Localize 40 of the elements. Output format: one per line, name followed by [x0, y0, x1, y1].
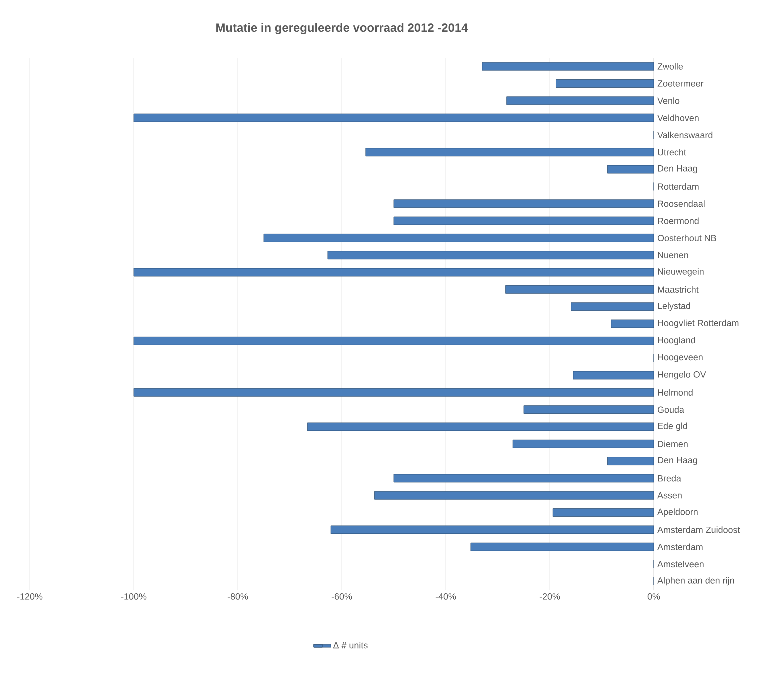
x-tick-label: -20% [540, 594, 560, 600]
x-tick-label: -100% [121, 594, 147, 600]
y-tick-label: Helmond [658, 389, 693, 396]
y-tick-label: Apeldoorn [658, 508, 698, 517]
y-tick-label: Den Haag [658, 166, 698, 174]
y-tick-label: Roosendaal [658, 200, 705, 208]
x-tick-label: -60% [332, 594, 352, 600]
x-tick-label: -120% [17, 594, 43, 600]
y-tick-label: Alphen aan den rijn [658, 577, 734, 586]
x-tick-label: -80% [228, 594, 248, 600]
y-tick-label: Zwolle [658, 63, 684, 70]
y-tick-label: Utrecht [658, 149, 686, 156]
y-tick-label: Gouda [658, 406, 684, 414]
y-tick-label: Veldhoven [658, 114, 699, 122]
y-tick-label: Nieuwegein [658, 268, 704, 277]
y-tick-label: Roermond [658, 218, 699, 224]
y-tick-label: Amsterdam Zuidoost [658, 526, 740, 534]
y-tick-label: Den Haag [658, 457, 698, 466]
y-tick-label: Nuenen [658, 252, 688, 258]
y-tick-label: Amsterdam [658, 544, 703, 550]
x-tick-label: 0% [648, 594, 660, 600]
y-tick-label: Maastricht [658, 286, 699, 293]
legend-label: Δ # units [334, 642, 368, 649]
y-tick-label: Breda [658, 475, 682, 482]
y-tick-label: Diemen [658, 440, 688, 448]
y-tick-label: Hoogeveen [658, 354, 703, 362]
y-tick-label: Assen [658, 492, 682, 499]
y-tick-label: Hengelo OV [658, 371, 706, 380]
y-tick-label: Hoogvliet Rotterdam [658, 320, 739, 328]
x-tick-label: -40% [436, 594, 456, 600]
y-tick-label: Venlo [658, 98, 680, 104]
y-tick-label: Valkenswaard [658, 132, 713, 139]
y-tick-label: Zoetermeer [658, 80, 704, 87]
y-tick-label: Hoogland [658, 336, 696, 346]
chart-title: Mutatie in gereguleerde voorraad 2012 -2014 [216, 23, 468, 34]
y-tick-label: Rotterdam [658, 183, 699, 190]
y-tick-label: Ede gld [658, 422, 688, 432]
y-tick-label: Amstelveen [658, 560, 704, 568]
y-tick-label: Oosterhout NB [658, 234, 716, 242]
y-tick-label: Lelystad [658, 302, 690, 312]
